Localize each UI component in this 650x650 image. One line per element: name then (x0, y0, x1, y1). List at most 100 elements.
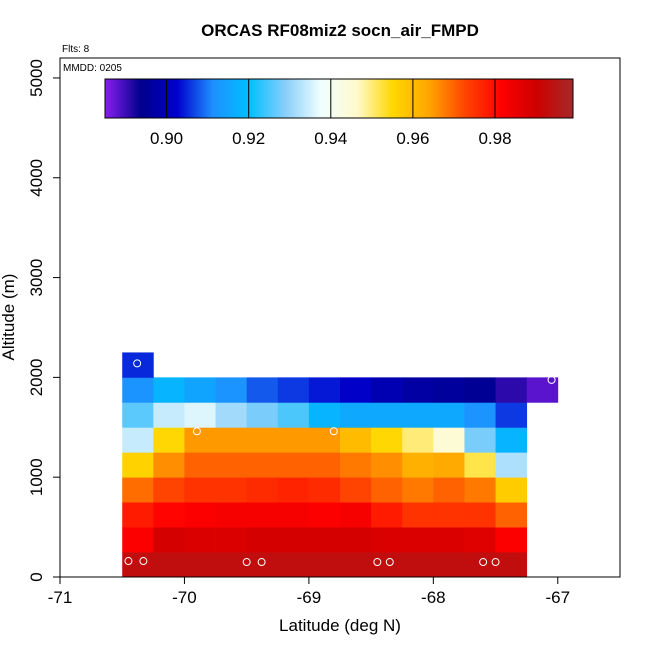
heatmap-cell (308, 477, 341, 503)
y-tick-label: 0 (27, 572, 46, 581)
heatmap-cell (495, 527, 528, 553)
y-tick-label: 3000 (27, 259, 46, 297)
heatmap-cell (184, 502, 216, 528)
heatmap-cell (371, 427, 403, 453)
heatmap-cell (340, 452, 372, 478)
heatmap-cell (122, 527, 154, 553)
colorbar-tick-label: 0.94 (314, 129, 347, 148)
y-axis: 0 1000 2000 3000 4000 5000 (27, 59, 60, 582)
heatmap-cell (277, 527, 310, 553)
chart-title: ORCAS RF08miz2 socn_air_FMPD (201, 21, 479, 40)
heatmap-cell (495, 502, 528, 528)
flight-point (479, 558, 488, 567)
flight-point (385, 558, 394, 567)
heatmap-cell (122, 427, 154, 453)
heatmap-cell (464, 452, 496, 478)
heatmap-cells (122, 352, 559, 578)
heatmap-cell (371, 377, 403, 403)
heatmap-cell (495, 402, 528, 428)
heatmap-cell (184, 452, 216, 478)
flight-points (124, 359, 556, 567)
heatmap-cell (495, 452, 528, 478)
flight-point (373, 558, 382, 567)
heatmap-cell (433, 477, 465, 503)
heatmap-cell (184, 477, 216, 503)
heatmap-cell (246, 402, 279, 428)
heatmap-cell (215, 452, 248, 478)
heatmap-cell (153, 552, 185, 578)
heatmap-cell (277, 377, 310, 403)
heatmap-cell (464, 527, 496, 553)
y-axis-label: Altitude (m) (0, 274, 18, 361)
flight-point (329, 427, 338, 436)
y-tick-label: 1000 (27, 458, 46, 496)
heatmap-cell (464, 502, 496, 528)
flight-point (192, 427, 201, 436)
heatmap-cell (340, 527, 372, 553)
heatmap-cell (495, 552, 528, 578)
heatmap-cell (246, 477, 279, 503)
y-tick-label: 5000 (27, 59, 46, 97)
heatmap-cell (246, 427, 279, 453)
heatmap-cell (122, 502, 154, 528)
x-tick-label: -70 (172, 588, 197, 607)
colorbar-gradient (104, 78, 574, 119)
flights-annotation: Flts: 8 (62, 44, 90, 55)
mmdd-annotation: MMDD: 0205 (63, 63, 122, 74)
heatmap-cell (402, 502, 434, 528)
x-tick-label: -68 (421, 588, 446, 607)
x-tick-label: -67 (545, 588, 570, 607)
heatmap-cell (184, 527, 216, 553)
heatmap-cell (402, 527, 434, 553)
heatmap-cell (122, 352, 154, 378)
heatmap-cell (464, 427, 496, 453)
heatmap-cell (308, 427, 341, 453)
heatmap-cell (340, 427, 372, 453)
heatmap-cell (433, 402, 465, 428)
heatmap-cell (495, 427, 528, 453)
plot-frame (59, 57, 621, 578)
heatmap-cell (433, 377, 465, 403)
heatmap-cell (340, 502, 372, 528)
heatmap-cell (308, 527, 341, 553)
heatmap-cell (153, 427, 185, 453)
heatmap-cell (464, 477, 496, 503)
heatmap-cell (340, 552, 372, 578)
heatmap-cell (308, 502, 341, 528)
flight-point (242, 558, 251, 567)
heatmap-cell (402, 377, 434, 403)
heatmap-cell (215, 402, 248, 428)
heatmap-cell (122, 402, 154, 428)
flight-point (257, 558, 266, 567)
y-tick-label: 4000 (27, 159, 46, 197)
heatmap-cell (246, 452, 279, 478)
flight-point (547, 375, 556, 384)
heatmap-cell (215, 502, 248, 528)
heatmap-cell (433, 427, 465, 453)
heatmap-cell (184, 552, 216, 578)
heatmap-cell (495, 477, 528, 503)
heatmap-cell (215, 427, 248, 453)
heatmap-cell (340, 402, 372, 428)
flight-point (133, 359, 142, 368)
heatmap-cell (184, 402, 216, 428)
heatmap-cell (215, 477, 248, 503)
colorbar-tick-label: 0.90 (150, 129, 183, 148)
heatmap-cell (153, 527, 185, 553)
heatmap-cell (246, 552, 279, 578)
colorbar-tick-label: 0.92 (232, 129, 265, 148)
heatmap-cell (433, 452, 465, 478)
x-tick-label: -71 (48, 588, 73, 607)
heatmap-cell (122, 377, 154, 403)
heatmap-cell (340, 477, 372, 503)
heatmap-cell (153, 477, 185, 503)
heatmap-cell (371, 477, 403, 503)
y-tick-label: 2000 (27, 358, 46, 396)
heatmap-cell (215, 552, 248, 578)
heatmap-cell (371, 527, 403, 553)
heatmap-cell (246, 502, 279, 528)
heatmap-cell (122, 477, 154, 503)
heatmap-cell (277, 502, 310, 528)
heatmap-cell (402, 477, 434, 503)
heatmap-cell (371, 402, 403, 428)
